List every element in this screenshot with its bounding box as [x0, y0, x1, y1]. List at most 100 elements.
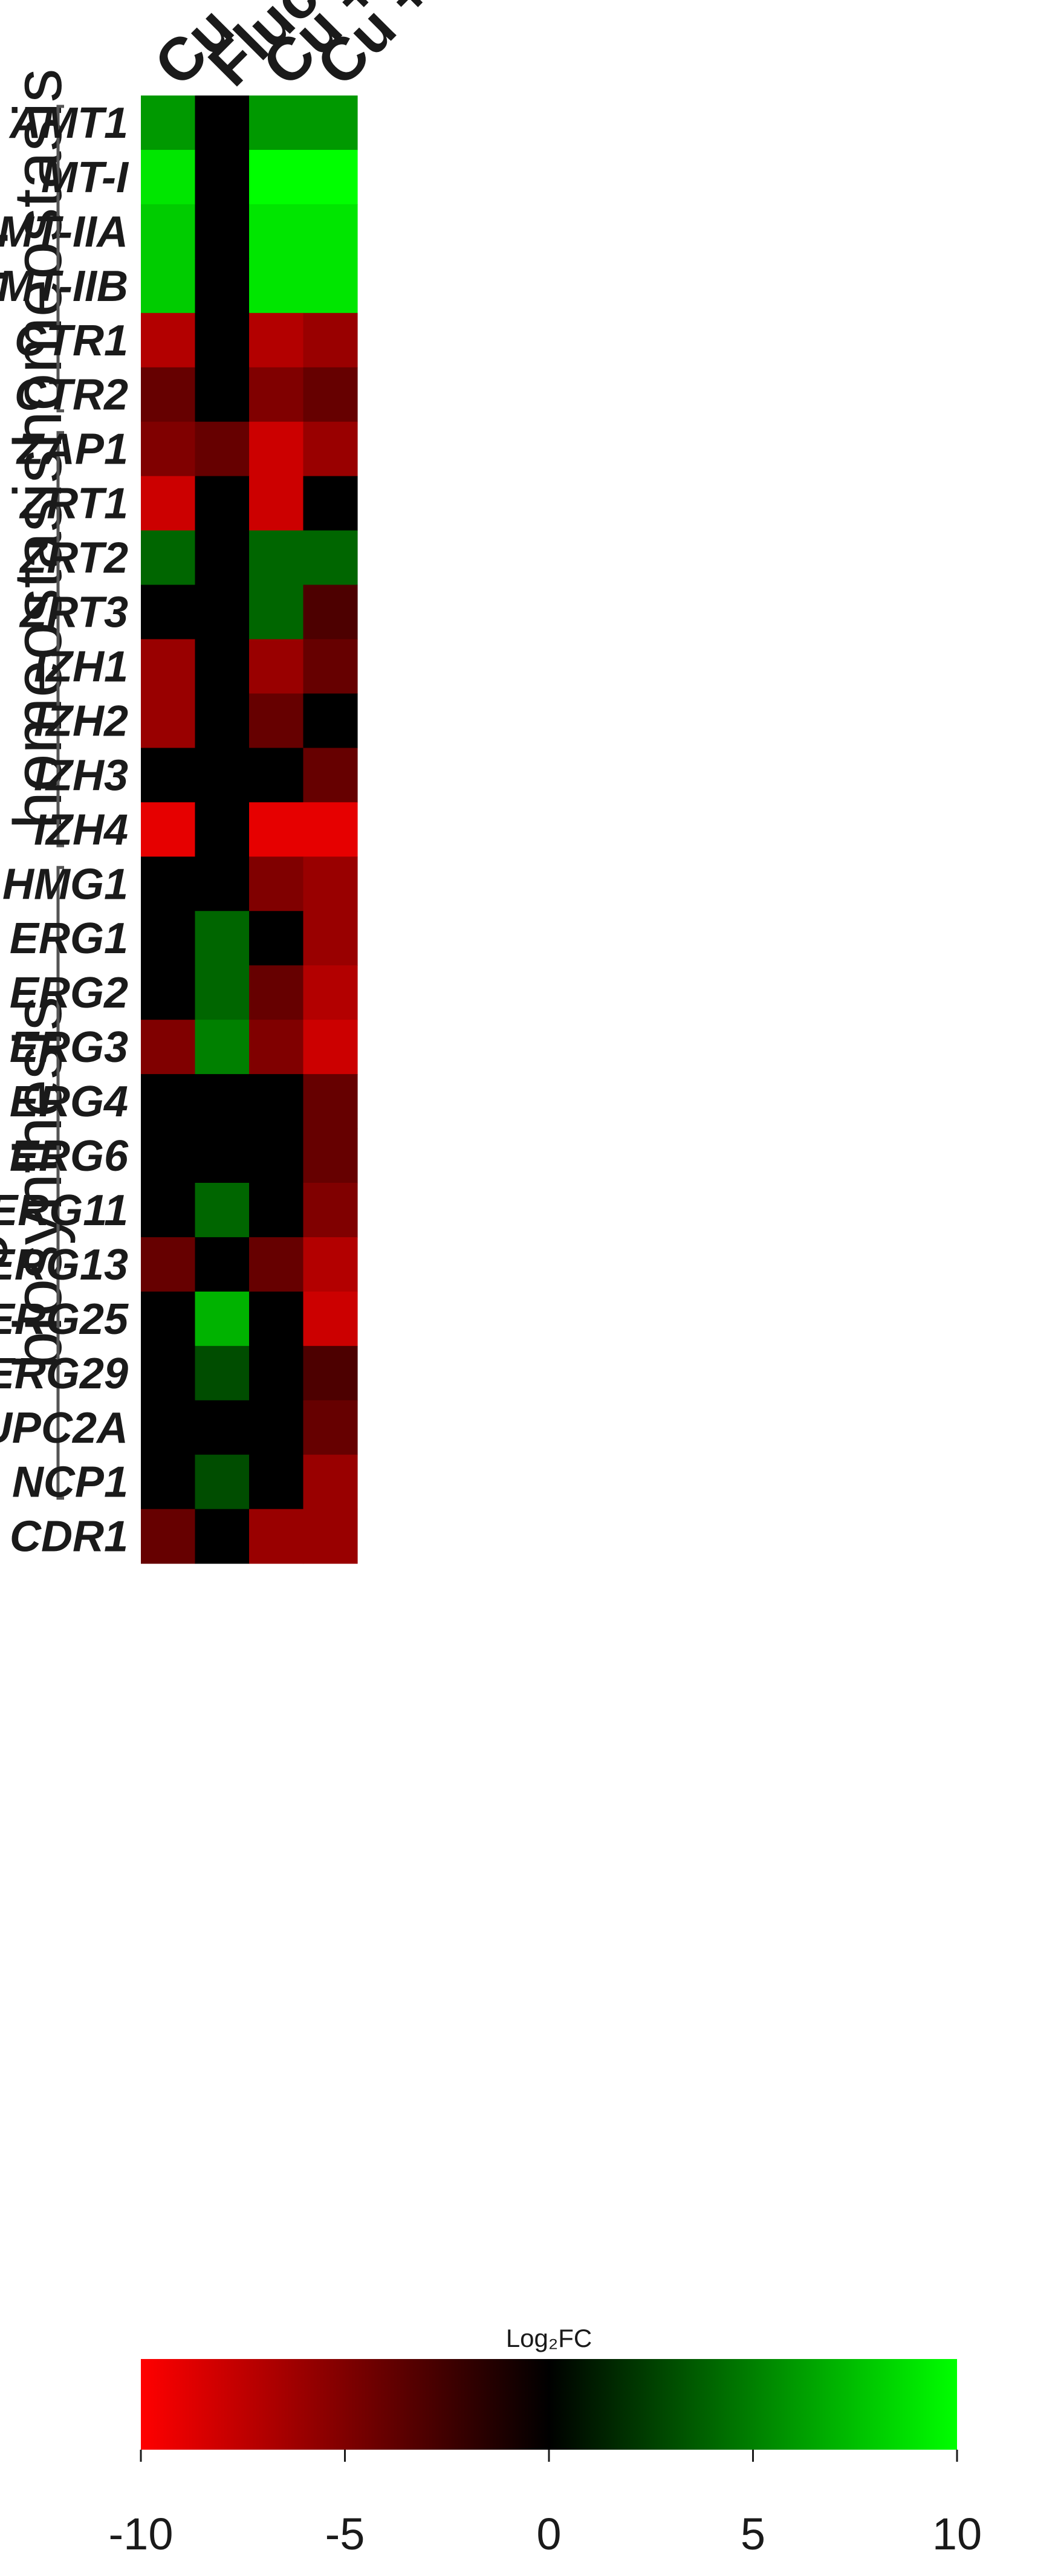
- heatmap-cell: [195, 911, 250, 966]
- colorbar-tick-label: -10: [109, 2509, 174, 2559]
- heatmap-cell: [141, 1020, 196, 1075]
- heatmap-cell: [195, 802, 250, 857]
- heatmap-cell: [249, 911, 304, 966]
- heatmap-cell: [195, 584, 250, 640]
- heatmap-cell: [303, 1020, 358, 1075]
- heatmap-cell: [141, 476, 196, 531]
- heatmap-cell: [141, 1128, 196, 1183]
- row-label: ZRT1: [19, 480, 128, 528]
- heatmap-cell: [249, 149, 304, 205]
- heatmap-cell: [249, 312, 304, 368]
- heatmap-cell: [249, 1454, 304, 1510]
- heatmap-cell: [195, 1454, 250, 1510]
- heatmap-cell: [249, 802, 304, 857]
- row-label: ERG3: [10, 1023, 128, 1072]
- heatmap-cell: [249, 476, 304, 531]
- heatmap-cell: [249, 1020, 304, 1075]
- heatmap-cell: [141, 421, 196, 477]
- heatmap-cell: [195, 1237, 250, 1292]
- heatmap-cell: [303, 802, 358, 857]
- heatmap-cell: [303, 911, 358, 966]
- colorbar-tick-label: 10: [932, 2509, 982, 2559]
- row-label: NCP1: [12, 1458, 128, 1507]
- heatmap-cell: [141, 1291, 196, 1347]
- heatmap-cell: [195, 1345, 250, 1401]
- row-label: CDR1: [10, 1513, 128, 1561]
- heatmap-cell: [141, 1400, 196, 1455]
- heatmap-cell: [249, 1400, 304, 1455]
- heatmap-cell: [303, 1345, 358, 1401]
- heatmap-cell: [141, 204, 196, 259]
- heatmap-cell: [141, 1509, 196, 1564]
- row-label: IZH2: [34, 697, 128, 745]
- row-label: UPC2A: [0, 1404, 128, 1452]
- heatmap-cell: [141, 748, 196, 803]
- row-labels: AMT1 MT-I MT-IIA MT-IIB CTR1 CTR2 ZAP1 ZRT1 ZRT2…: [0, 99, 129, 1561]
- heatmap-cell: [195, 1509, 250, 1564]
- heatmap-cell: [303, 530, 358, 586]
- row-label: ERG6: [10, 1132, 129, 1180]
- heatmap-cell: [249, 421, 304, 477]
- heatmap-cell: [303, 856, 358, 911]
- heatmap-cell: [303, 95, 358, 150]
- heatmap-cell: [249, 1183, 304, 1238]
- heatmap-cell: [141, 584, 196, 640]
- heatmap-cells: [141, 95, 358, 1564]
- colorbar-title: Log₂FC: [506, 2324, 592, 2352]
- heatmap-cell: [141, 95, 196, 150]
- heatmap-cell: [303, 258, 358, 314]
- group-bracket: [56, 866, 64, 1500]
- heatmap-cell: [249, 258, 304, 314]
- heatmap-cell: [195, 149, 250, 205]
- heatmap-cell: [195, 1183, 250, 1238]
- heatmap-cell: [141, 312, 196, 368]
- heatmap-cell: [195, 639, 250, 694]
- row-label: IZH3: [34, 751, 128, 800]
- heatmap-cell: [249, 1074, 304, 1129]
- row-label: ERG2: [10, 969, 128, 1017]
- heatmap-cell: [303, 748, 358, 803]
- heatmap-cell: [303, 1237, 358, 1292]
- group-label: Zinchomeostasis: [0, 449, 76, 829]
- colorbar-tick-label: -5: [325, 2509, 365, 2559]
- row-label: MT-IIB: [0, 262, 128, 311]
- row-label: ZRT3: [19, 589, 128, 637]
- group-label: Copperhomeostasis: [0, 68, 76, 448]
- heatmap-cell: [141, 802, 196, 857]
- heatmap-cell: [303, 1183, 358, 1238]
- heatmap-cell: [249, 748, 304, 803]
- row-label: ERG13: [0, 1241, 128, 1289]
- row-label: AMT1: [8, 99, 128, 147]
- row-label: CTR1: [15, 317, 128, 365]
- heatmap-cell: [141, 1074, 196, 1129]
- row-label: IZH4: [34, 806, 128, 854]
- heatmap-cell: [249, 204, 304, 259]
- heatmap-cell: [141, 530, 196, 586]
- heatmap-cell: [195, 965, 250, 1020]
- row-label: ZRT2: [19, 534, 128, 583]
- heatmap-cell: [249, 530, 304, 586]
- column-labels: CuFlucCu + FlucCu + Fluc*: [141, 0, 562, 99]
- heatmap-cell: [303, 421, 358, 477]
- heatmap-cell: [303, 693, 358, 748]
- heatmap-cell: [249, 639, 304, 694]
- heatmap-cell: [141, 367, 196, 422]
- heatmap-cell: [303, 1400, 358, 1455]
- heatmap-cell: [141, 258, 196, 314]
- row-label: ERG4: [10, 1078, 128, 1126]
- heatmap-cell: [141, 965, 196, 1020]
- heatmap-cell: [195, 476, 250, 531]
- heatmap-cell: [195, 856, 250, 911]
- heatmap-cell: [195, 530, 250, 586]
- heatmap-cell: [195, 693, 250, 748]
- heatmap-cell: [195, 1074, 250, 1129]
- row-label: HMG1: [2, 860, 128, 908]
- heatmap-cell: [249, 1237, 304, 1292]
- heatmap-cell: [249, 95, 304, 150]
- row-label: ERG11: [0, 1186, 128, 1235]
- column-label: Cu + Fluc*: [304, 0, 562, 99]
- row-label: CTR2: [15, 371, 128, 419]
- heatmap-cell: [303, 1454, 358, 1510]
- heatmap-cell: [195, 421, 250, 477]
